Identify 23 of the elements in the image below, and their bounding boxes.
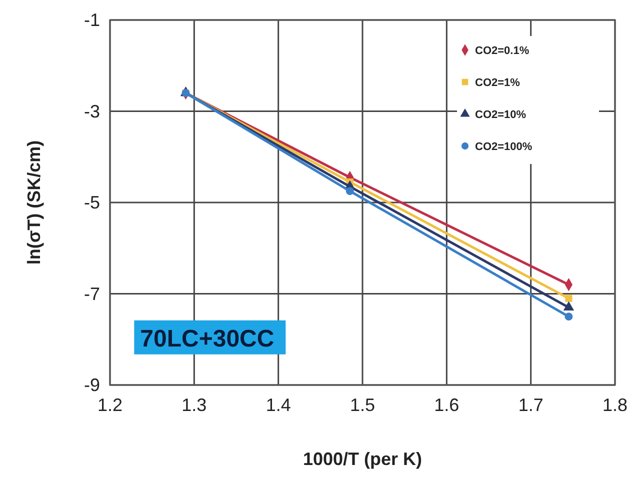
x-tick-label: 1.2 — [97, 395, 123, 415]
legend-label: CO2=1% — [475, 77, 520, 89]
x-tick-label: 1.7 — [518, 395, 544, 415]
y-tick-label: -5 — [84, 192, 100, 212]
y-axis-title: ln(σT) (SK/cm) — [24, 140, 44, 265]
y-tick-label: -7 — [84, 284, 100, 304]
legend-label: CO2=100% — [475, 141, 532, 153]
x-tick-label: 1.8 — [602, 395, 628, 415]
y-tick-label: -3 — [84, 101, 100, 122]
legend-label: CO2=10% — [475, 109, 526, 121]
x-tick-label: 1.5 — [350, 395, 376, 415]
point — [563, 301, 574, 311]
y-tick-label: -9 — [84, 375, 100, 395]
x-axis-title: 1000/T (per K) — [302, 449, 422, 469]
point — [346, 187, 354, 196]
y-tick-label: -1 — [84, 10, 100, 30]
annotation: 70LC+30CC — [140, 325, 274, 352]
x-tick-label: 1.3 — [182, 395, 207, 415]
point — [564, 312, 573, 321]
point — [565, 294, 572, 302]
x-tick-label: 1.4 — [266, 395, 291, 415]
legend-label: CO2=0.1% — [475, 45, 530, 57]
x-tick-label: 1.6 — [434, 395, 460, 415]
